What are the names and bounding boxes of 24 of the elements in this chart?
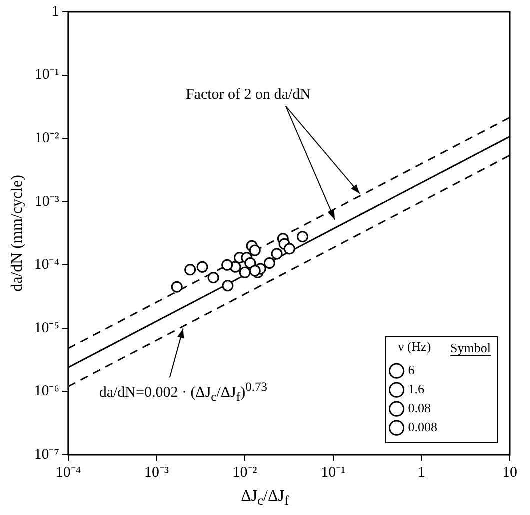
annotation: Symbol: [450, 340, 492, 356]
x-tick-label: 10⁻¹: [321, 464, 346, 481]
legend-title: ν (Hz): [398, 338, 432, 354]
x-tick-label: 1: [418, 464, 426, 481]
y-tick-label: 10⁻¹: [34, 67, 60, 84]
y-axis-title: da/dN (mm/cycle): [8, 175, 26, 292]
legend-label: 0.08: [408, 400, 432, 416]
y-tick-label: 10⁻³: [34, 194, 60, 210]
x-tick-label: 10⁻²: [232, 464, 258, 481]
y-tick-label: 10⁻⁴: [34, 257, 60, 274]
y-tick-label: 10⁻⁷: [34, 446, 60, 463]
y-tick-label: 10⁻⁶: [34, 384, 60, 400]
x-tick-label: 10: [502, 464, 518, 481]
x-axis-title: ΔJ$_{c}$/ΔJ$_{f}$: [240, 488, 290, 510]
legend-label: 6: [408, 362, 416, 378]
x-tick-label: 10⁻⁴: [56, 464, 82, 481]
legend-label: 1.6: [408, 382, 426, 397]
y-tick-label: 10⁻⁵: [34, 320, 60, 336]
annotation: Factor of 2 on da/dN: [186, 87, 311, 104]
y-tick-label: 10⁻²: [34, 130, 60, 147]
annotation: da/dN=0.002 · (ΔJ$_{c}$/ΔJ$_{f}$)$^{0.73}$: [99, 380, 268, 405]
x-tick-label: 10⁻³: [144, 464, 170, 481]
legend-label: 0.008: [408, 420, 438, 435]
y-tick-label: 1: [52, 4, 60, 20]
